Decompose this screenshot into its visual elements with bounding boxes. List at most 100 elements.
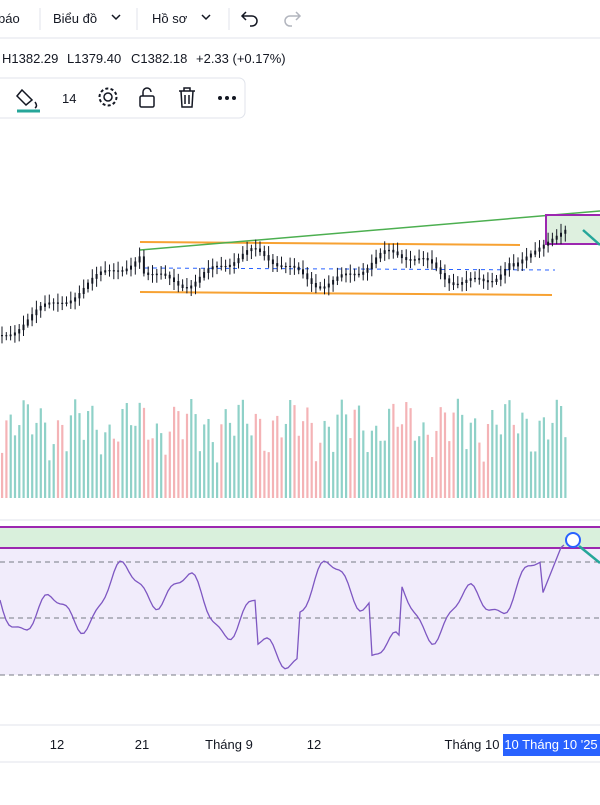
settings-icon[interactable] [103,92,113,102]
volume-bar [99,454,103,498]
volume-bar [336,414,339,498]
top-toolbar: báo Biểu đồ Hồ sơ [0,8,600,39]
volume-bar [435,430,438,498]
volume-bar [469,422,472,498]
volume-bar [121,409,124,498]
trend-line [139,210,600,251]
channel-bottom [139,291,553,296]
arrow-line [578,545,600,564]
volume-bar [534,451,537,498]
volume-bar [138,402,141,498]
volume-bar [314,461,318,498]
volume-bar [9,414,12,498]
x-axis: 12 21 Tháng 9 12 Tháng 10 10 Tháng 10 '2… [0,724,600,763]
volume-bar [198,451,201,498]
volume-bar [190,399,193,498]
settings-icon-ring [98,87,118,107]
volume-bar [91,405,94,498]
volume-bar [332,451,335,498]
volume-bar [35,422,38,498]
volume-bar [547,439,550,498]
volume-bar [52,444,55,498]
volume-bar [422,422,425,498]
volume-bar [439,407,442,498]
rsi-line [0,544,565,670]
volume-bar [155,423,158,498]
volume-bar [104,432,107,498]
volume-bar [65,451,68,498]
lock-icon[interactable] [139,95,155,108]
redo-button[interactable] [284,11,302,27]
volume-bar [224,409,227,498]
volume-bar [392,403,395,498]
volume-bar [216,462,219,498]
ohlc-change: +2.33 (+0.17%) [196,51,286,66]
volume-bar [228,422,232,498]
overbought-zone [0,527,600,548]
lock-shackle [142,87,152,96]
volume-bar [400,424,404,498]
volume-bar [112,438,115,498]
volume-bar [271,420,275,498]
volume-bar [250,435,253,498]
volume-bar [246,423,249,498]
volume-bar [185,413,189,498]
arrow-line [582,229,600,246]
x-tick-label: 12 [50,737,64,752]
delete-icon[interactable] [179,87,195,108]
dot [218,96,222,100]
volume-bar [78,413,81,498]
volume-bar [284,423,287,498]
volume-bar [1,452,4,498]
volume-bar [297,435,300,498]
line-width[interactable]: 14 [62,91,76,106]
volume-bar [211,442,214,498]
menu-item[interactable]: Hồ sơ [152,11,188,26]
volume-bar [31,434,34,498]
volume-bar [517,433,520,498]
volume-bar [431,457,434,498]
volume-bar [452,412,455,498]
volume-bar [396,426,399,498]
volume-bar [263,450,266,498]
volume-bar [310,422,313,498]
x-tick-label: Tháng 9 [205,737,253,752]
volume-bar [379,440,382,498]
volume-bar [366,452,369,498]
volume-bar [512,424,515,498]
undo-button[interactable] [240,11,258,27]
volume-bar [74,399,77,498]
volume-bar [465,449,468,498]
volume-bar [448,441,451,498]
volume-bar [486,423,490,498]
volume-bar [13,435,17,498]
volume-bar [160,433,163,498]
channel-top [139,241,521,246]
volume-bar [461,414,464,498]
price-pane [139,210,600,296]
volume-bar [130,425,133,498]
volume-bar [233,435,236,498]
menu-item[interactable]: Biểu đồ [53,11,97,26]
volume-bar [220,424,223,498]
menu-item[interactable]: báo [0,11,20,26]
ohlc-close: C1382.18 [131,51,187,66]
drawing-handle[interactable] [565,532,581,548]
dot [225,96,229,100]
fill-icon[interactable] [15,88,38,109]
volume-bar [125,403,128,498]
volume-bar [87,411,90,498]
volume-bar [151,438,154,498]
volume-bar [164,454,167,498]
volume-bar [443,412,447,498]
volume-bar [482,461,485,498]
ohlc-legend: H1382.29 L1379.40 C1382.18 +2.33 (+0.17%… [2,51,286,66]
more-icon[interactable] [218,96,236,100]
x-tick-label: Tháng 10 [445,737,500,752]
volume-bar [388,408,391,498]
volume-bar [173,406,176,498]
x-tick-label: 12 [307,737,321,752]
volume-bar [267,452,270,498]
volume-bar [293,405,296,498]
